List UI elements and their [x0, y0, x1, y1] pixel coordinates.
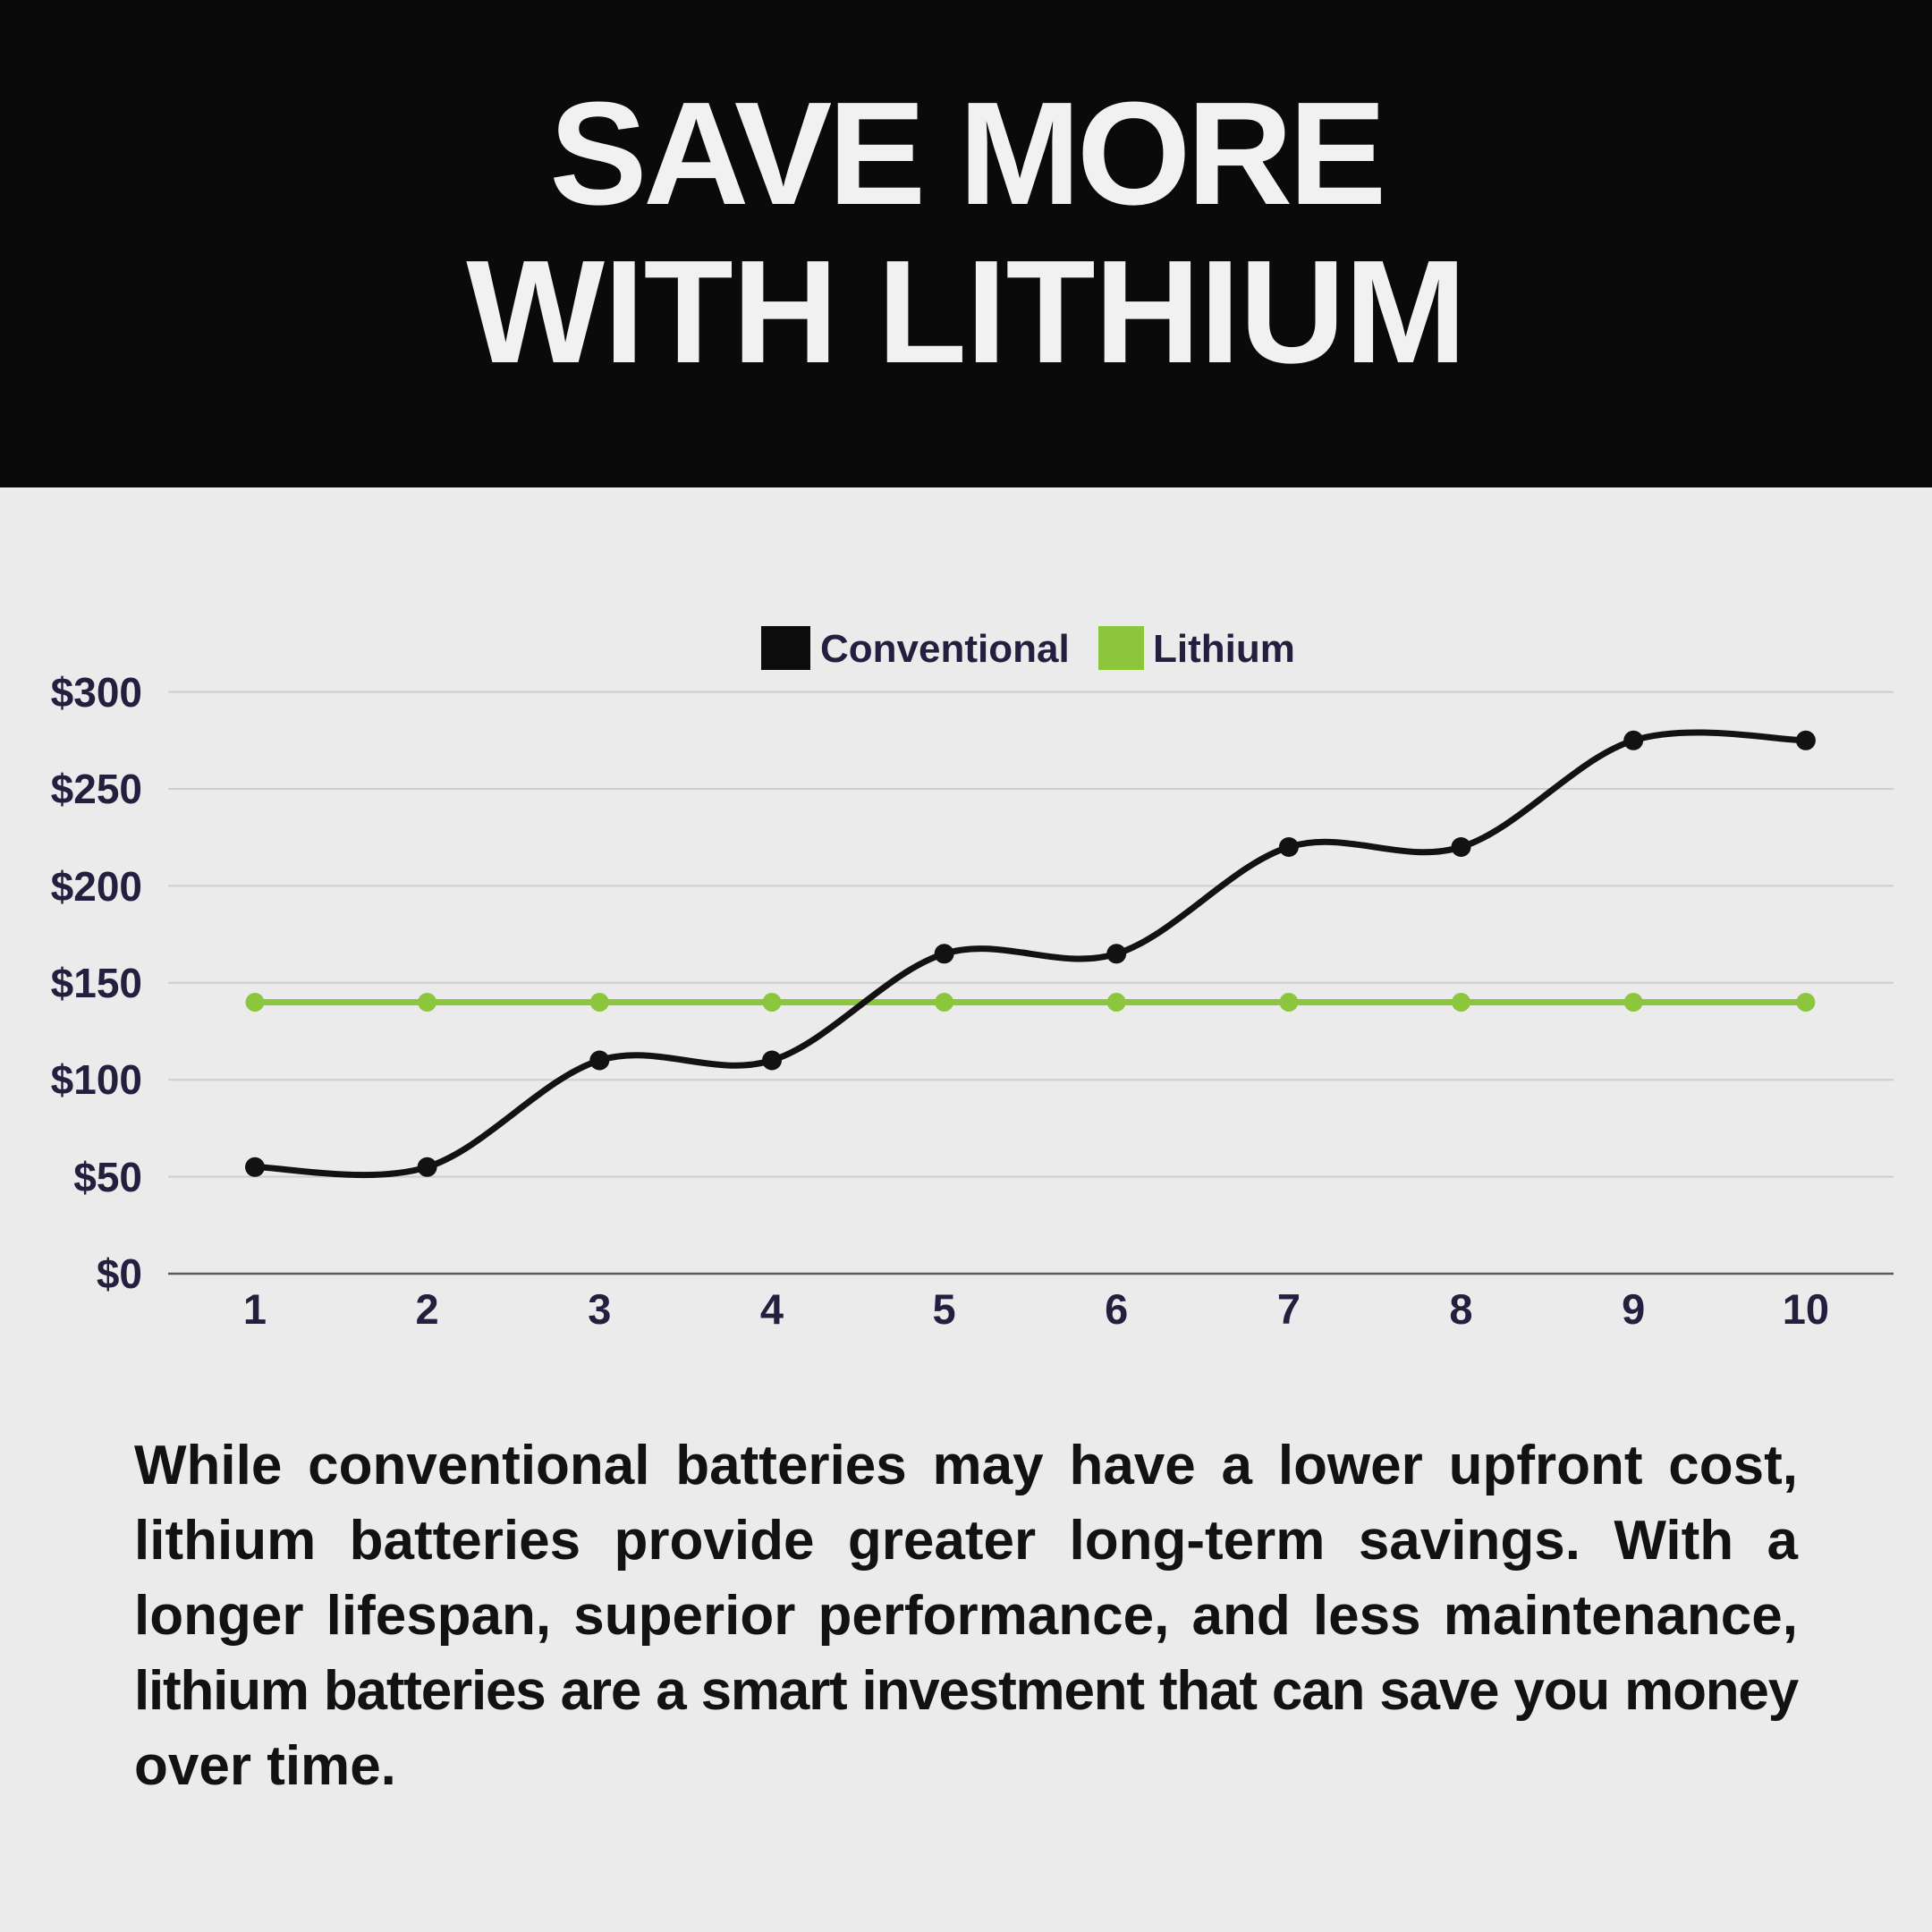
svg-text:4: 4 — [760, 1285, 784, 1333]
svg-text:7: 7 — [1277, 1285, 1301, 1333]
svg-text:8: 8 — [1449, 1285, 1472, 1333]
svg-text:2: 2 — [416, 1285, 439, 1333]
svg-text:Lithium: Lithium — [1153, 627, 1295, 671]
svg-text:$250: $250 — [51, 766, 142, 812]
svg-text:9: 9 — [1622, 1285, 1645, 1333]
svg-text:10: 10 — [1783, 1285, 1829, 1333]
svg-text:1: 1 — [243, 1285, 267, 1333]
svg-text:$200: $200 — [51, 863, 142, 910]
svg-text:5: 5 — [933, 1285, 956, 1333]
svg-text:$100: $100 — [51, 1056, 142, 1103]
svg-text:$0: $0 — [97, 1250, 142, 1297]
svg-text:3: 3 — [588, 1285, 611, 1333]
svg-text:$50: $50 — [73, 1154, 142, 1200]
svg-text:$150: $150 — [51, 960, 142, 1006]
svg-text:$300: $300 — [51, 669, 142, 716]
svg-text:6: 6 — [1105, 1285, 1128, 1333]
svg-text:Conventional: Conventional — [820, 627, 1070, 671]
